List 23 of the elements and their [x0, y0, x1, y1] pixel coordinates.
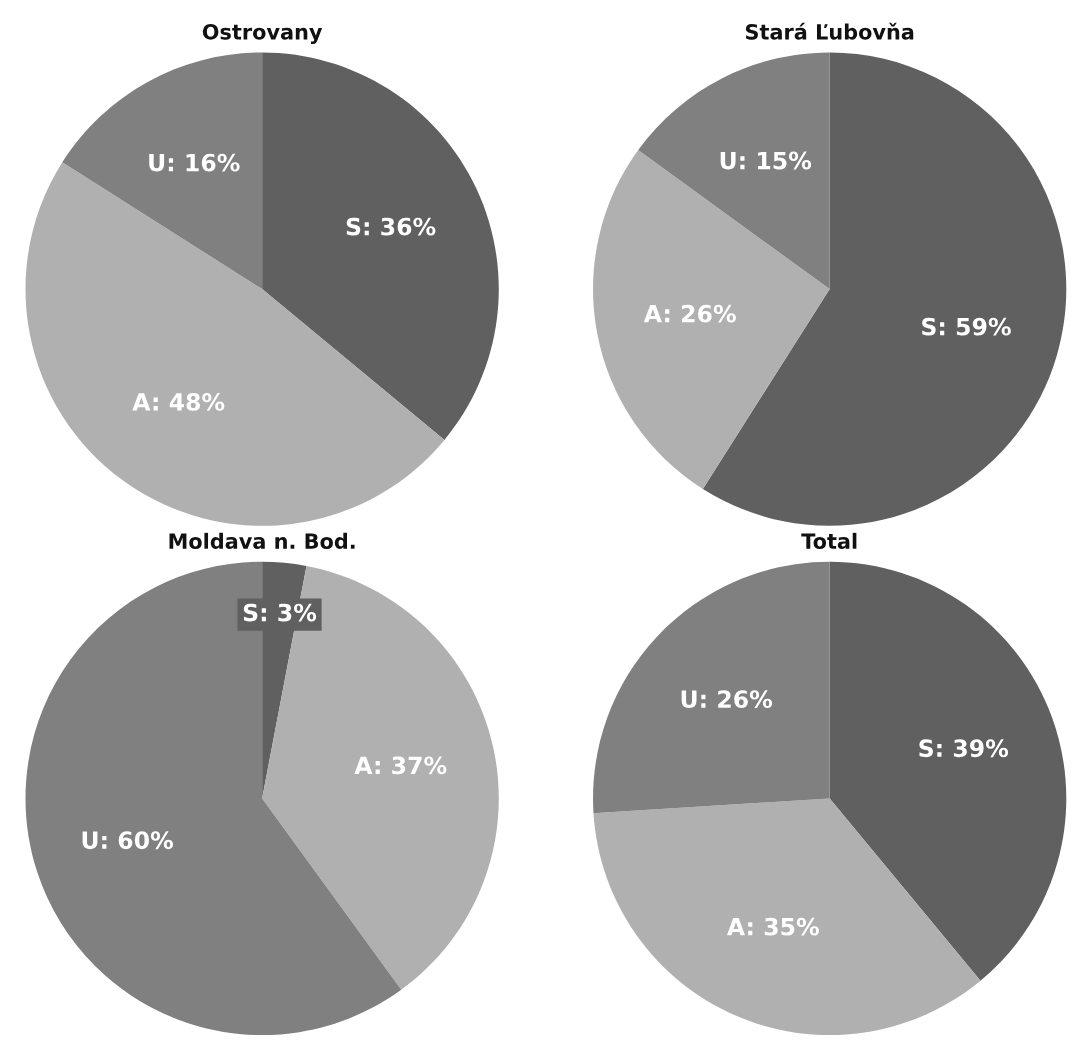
- slice-label: A: 35%: [726, 917, 819, 936]
- slice-label: A: 26%: [643, 304, 736, 323]
- chart-title: Ostrovany: [202, 23, 323, 44]
- pie-slice: [593, 561, 830, 814]
- slice-label: U: 26%: [681, 690, 773, 709]
- pie-slice: [593, 798, 981, 1036]
- slice-label: A: 37%: [354, 756, 447, 775]
- slice-label: S: 3%: [243, 603, 317, 622]
- slice-label: S: 59%: [922, 317, 1011, 336]
- slice-label: S: 39%: [919, 739, 1009, 758]
- slice-label: S: 36%: [346, 217, 436, 236]
- slice-label: U: 16%: [149, 153, 240, 172]
- slice-label: U: 15%: [720, 151, 812, 170]
- chart-title: Total: [801, 532, 857, 549]
- chart-title: Moldava n. Bod.: [169, 532, 355, 549]
- pie-slice: [62, 52, 263, 290]
- slice-label: U: 60%: [82, 831, 174, 850]
- pie-slice: [593, 150, 830, 489]
- pie-slice: [262, 52, 499, 440]
- slice-label: A: 48%: [132, 392, 225, 411]
- pie-slice: [829, 561, 1067, 981]
- chart-title: Stará Ľubovňa: [745, 22, 914, 40]
- pie-slice: [638, 52, 830, 290]
